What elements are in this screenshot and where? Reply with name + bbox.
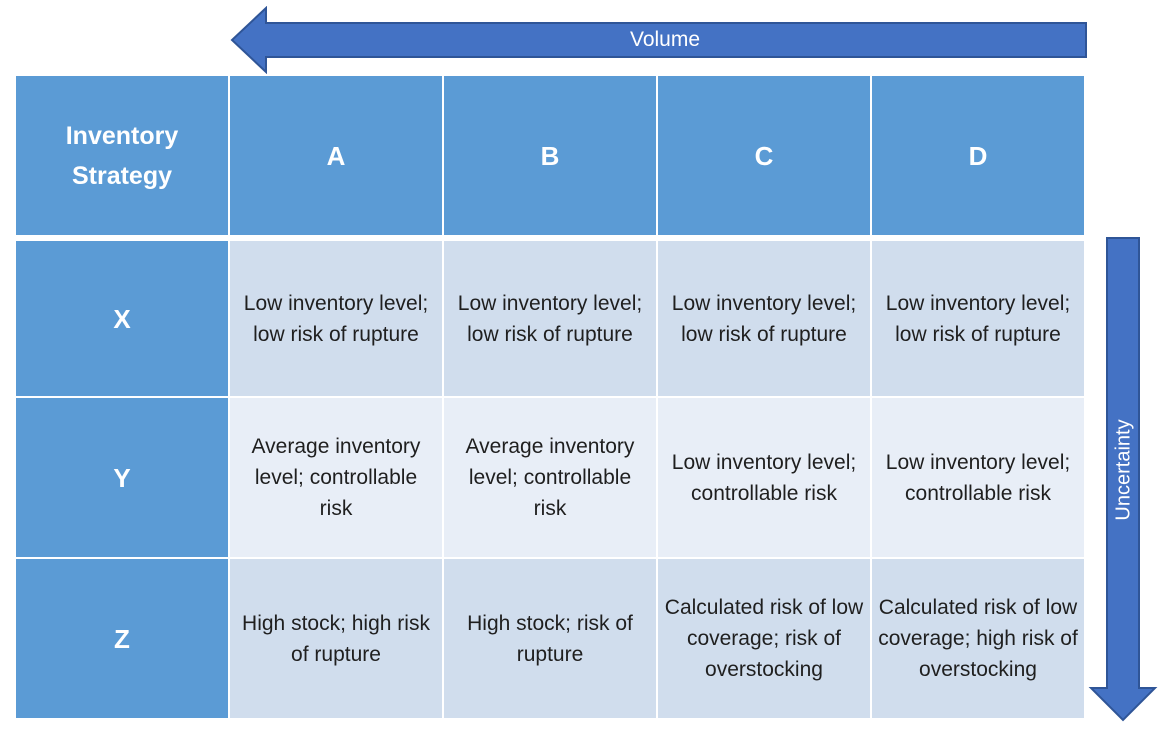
uncertainty-arrow-down-icon [1088,237,1158,722]
cell-x-d: Low inventory level; low risk of rupture [872,237,1084,396]
column-header-b: B [444,76,656,235]
cell-x-a: Low inventory level; low risk of rupture [230,237,442,396]
cell-y-c: Low inventory level; controllable risk [658,398,870,557]
row-header-x: X [16,237,228,396]
cell-z-a: High stock; high risk of rupture [230,559,442,718]
cell-y-a: Average inventory level; controllable ri… [230,398,442,557]
cell-z-b: High stock; risk of rupture [444,559,656,718]
cell-y-b: Average inventory level; controllable ri… [444,398,656,557]
inventory-strategy-matrix: Inventory Strategy A B C D X Low invento… [16,76,1084,718]
cell-z-c: Calculated risk of low coverage; risk of… [658,559,870,718]
cell-x-c: Low inventory level; low risk of rupture [658,237,870,396]
column-header-a: A [230,76,442,235]
row-header-y: Y [16,398,228,557]
row-header-z: Z [16,559,228,718]
column-header-c: C [658,76,870,235]
volume-axis-label: Volume [629,28,701,51]
cell-x-b: Low inventory level; low risk of rupture [444,237,656,396]
column-header-d: D [872,76,1084,235]
uncertainty-axis-label: Uncertainty [1112,419,1135,521]
cell-y-d: Low inventory level; controllable risk [872,398,1084,557]
volume-arrow-left-icon [230,6,1087,74]
cell-z-d: Calculated risk of low coverage; high ri… [872,559,1084,718]
corner-header: Inventory Strategy [16,76,228,235]
